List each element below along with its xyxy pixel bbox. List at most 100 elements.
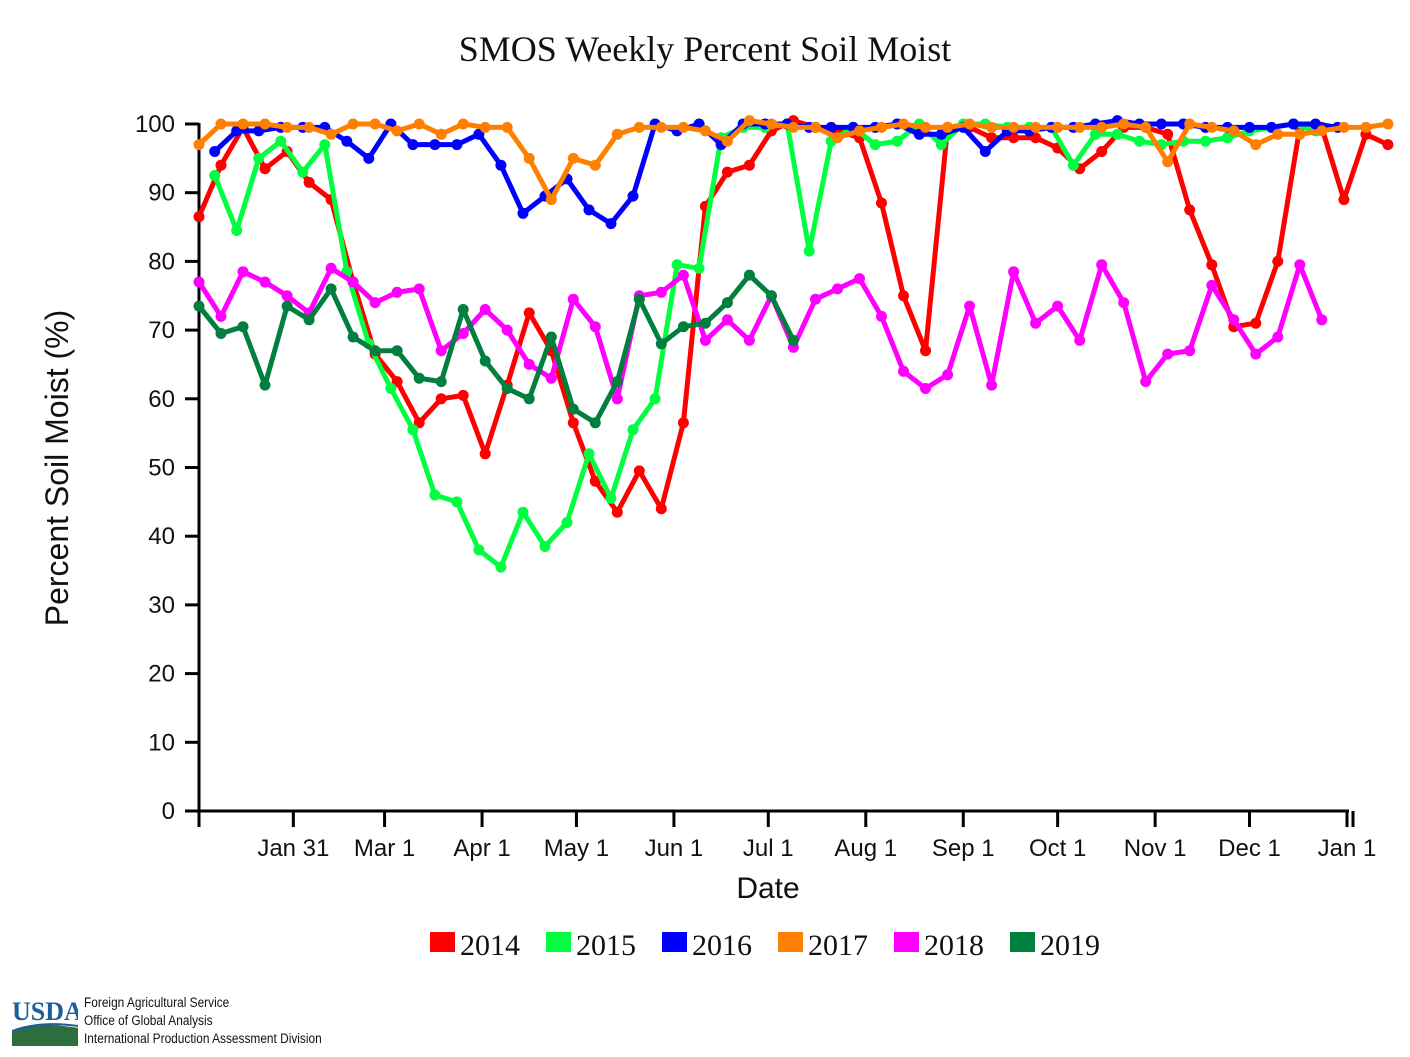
data-point	[743, 159, 755, 171]
data-point	[627, 190, 639, 202]
data-point	[539, 541, 551, 552]
y-tick-label: 100	[135, 111, 175, 138]
data-point	[457, 389, 469, 401]
data-point	[611, 376, 623, 388]
data-point	[721, 314, 733, 326]
data-point	[677, 321, 689, 333]
data-point	[567, 417, 579, 429]
data-point	[1316, 125, 1328, 137]
series-line-2015	[212, 121, 1318, 570]
data-point	[699, 334, 711, 346]
series-2014	[193, 115, 1394, 518]
y-tick-label: 0	[162, 798, 175, 825]
data-point	[435, 345, 447, 357]
data-point	[876, 121, 887, 133]
data-point	[1162, 348, 1174, 360]
x-axis: Jan 31 Mar 1 Apr 1 May 1 Jun 1 Jul 1 Aug 1 Sep …	[197, 809, 1376, 862]
data-point	[1382, 118, 1394, 130]
data-point	[1184, 345, 1196, 357]
legend-swatch-2016	[662, 932, 687, 952]
x-tick-label: Dec 1	[1218, 835, 1281, 862]
data-point	[942, 369, 954, 381]
y-tick-label: 90	[148, 180, 175, 207]
data-point	[523, 358, 535, 370]
data-point	[1338, 194, 1350, 206]
data-point	[854, 125, 865, 137]
data-point	[1316, 314, 1328, 326]
data-point	[1272, 128, 1284, 140]
data-point	[876, 310, 887, 322]
data-point	[920, 383, 931, 394]
data-point	[611, 128, 623, 140]
data-point	[209, 146, 221, 157]
data-point	[721, 135, 733, 147]
data-point	[1074, 121, 1086, 133]
y-tick-label: 10	[148, 729, 175, 756]
data-point	[325, 128, 337, 140]
data-point	[1162, 128, 1174, 140]
data-point	[721, 297, 733, 309]
data-point	[237, 118, 249, 130]
data-point	[303, 176, 315, 188]
data-point	[1294, 128, 1306, 140]
data-point	[693, 262, 705, 274]
data-point	[583, 204, 595, 216]
data-point	[259, 163, 271, 175]
data-point	[429, 139, 441, 151]
data-point	[677, 269, 689, 281]
data-point	[1096, 146, 1108, 157]
data-point	[567, 293, 579, 305]
data-point	[281, 290, 293, 302]
data-point	[1155, 118, 1167, 130]
data-point	[215, 159, 227, 171]
y-tick-label: 20	[148, 661, 175, 688]
data-point	[935, 139, 947, 151]
data-point	[275, 135, 287, 147]
data-point	[325, 283, 337, 295]
data-point	[451, 496, 463, 508]
data-point	[633, 293, 645, 305]
data-point	[231, 225, 243, 236]
data-point	[1133, 135, 1145, 147]
data-point	[605, 218, 617, 230]
data-point	[451, 139, 463, 151]
data-point	[869, 139, 881, 151]
data-point	[341, 135, 353, 147]
data-point	[561, 517, 573, 528]
data-point	[671, 259, 683, 271]
data-point	[193, 276, 205, 288]
data-point	[699, 125, 711, 137]
data-point	[1206, 259, 1218, 271]
data-point	[1360, 121, 1372, 133]
data-point	[501, 324, 513, 336]
data-point	[655, 121, 667, 133]
data-point	[407, 139, 419, 151]
data-point	[765, 290, 777, 302]
data-point	[1200, 135, 1211, 147]
data-point	[567, 403, 579, 415]
data-point	[898, 290, 909, 302]
data-point	[413, 372, 425, 384]
data-point	[605, 492, 617, 504]
data-point	[1140, 121, 1152, 133]
data-point	[1250, 139, 1262, 151]
data-point	[1288, 118, 1299, 130]
x-tick-label: Oct 1	[1029, 835, 1086, 862]
agency-line-2: Office of Global Analysis	[84, 1013, 213, 1028]
legend-swatch-2018	[894, 932, 919, 952]
data-point	[979, 146, 991, 157]
data-point	[215, 310, 227, 322]
y-axis-label: Percent Soil Moist (%)	[39, 310, 75, 627]
data-point	[898, 365, 909, 377]
agency-line-1: Foreign Agricultural Service	[84, 995, 230, 1010]
data-point	[964, 300, 976, 312]
data-point	[1030, 121, 1042, 133]
data-point	[1250, 348, 1262, 360]
data-point	[1008, 266, 1020, 278]
data-point	[825, 121, 837, 133]
data-point	[413, 283, 425, 295]
data-point	[501, 383, 513, 394]
data-point	[303, 314, 315, 326]
data-point	[517, 207, 529, 219]
